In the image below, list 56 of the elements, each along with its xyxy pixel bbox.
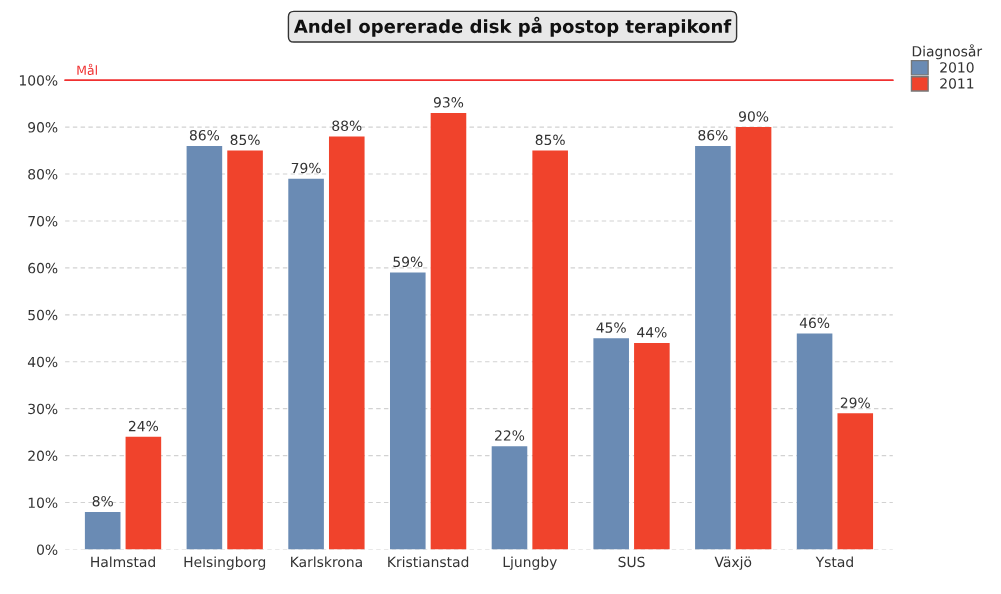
y-tick-label: 40% xyxy=(27,356,58,368)
data-label: 24% xyxy=(128,420,159,432)
y-tick-label: 100% xyxy=(19,75,58,86)
x-tick-label: Halmstad xyxy=(91,556,155,568)
data-label: 86% xyxy=(189,129,220,141)
y-tick-label: 0% xyxy=(37,544,58,555)
bar xyxy=(796,333,833,550)
data-label: 86% xyxy=(698,129,728,141)
data-label: 29% xyxy=(840,397,870,408)
y-tick-label: 20% xyxy=(28,450,58,462)
bar xyxy=(288,178,324,550)
data-label: 93% xyxy=(433,97,464,108)
legend-label: 2010 xyxy=(940,62,974,73)
data-label: 46% xyxy=(799,317,830,329)
data-label: 44% xyxy=(637,327,667,338)
bar xyxy=(735,127,772,550)
bar xyxy=(532,150,568,550)
ref-line-label: Mål xyxy=(77,63,97,75)
x-tick-label: SUS xyxy=(618,556,645,568)
bar xyxy=(227,150,263,550)
legend-label: 2011 xyxy=(940,78,974,89)
y-tick-label: 30% xyxy=(28,403,58,415)
bar xyxy=(84,511,121,550)
bar xyxy=(634,342,670,550)
bar xyxy=(328,136,365,550)
y-tick-label: 60% xyxy=(28,262,58,274)
legend-title: Diagnosår xyxy=(912,44,983,60)
data-label: 59% xyxy=(393,256,423,268)
data-label: 45% xyxy=(596,322,626,333)
bar xyxy=(125,436,162,550)
y-tick-label: 80% xyxy=(28,169,58,180)
bar xyxy=(389,272,426,550)
data-label: 79% xyxy=(291,162,321,174)
chart-title: Andel opererade disk på postop terapikonf xyxy=(293,16,732,37)
y-tick-label: 90% xyxy=(28,122,58,133)
bar xyxy=(186,145,223,550)
x-tick-label: Ljungby xyxy=(503,556,557,570)
data-label: 88% xyxy=(332,120,362,132)
x-tick-label: Ystad xyxy=(815,556,853,568)
y-tick-label: 50% xyxy=(28,309,58,321)
data-label: 85% xyxy=(535,134,565,146)
y-tick-label: 70% xyxy=(28,215,58,227)
bar xyxy=(430,113,467,550)
data-label: 90% xyxy=(739,111,769,122)
x-tick-label: Karlskrona xyxy=(291,556,362,568)
x-tick-label: Växjö xyxy=(714,556,752,570)
data-label: 85% xyxy=(230,134,260,146)
data-label: 22% xyxy=(495,430,525,441)
x-tick-label: Kristianstad xyxy=(388,556,469,568)
data-label: 8% xyxy=(92,495,113,507)
bar xyxy=(837,413,874,550)
bar xyxy=(491,446,528,550)
bar xyxy=(593,338,629,550)
y-tick-label: 10% xyxy=(28,497,58,508)
bar xyxy=(695,145,731,550)
x-tick-label: Helsingborg xyxy=(184,556,266,570)
